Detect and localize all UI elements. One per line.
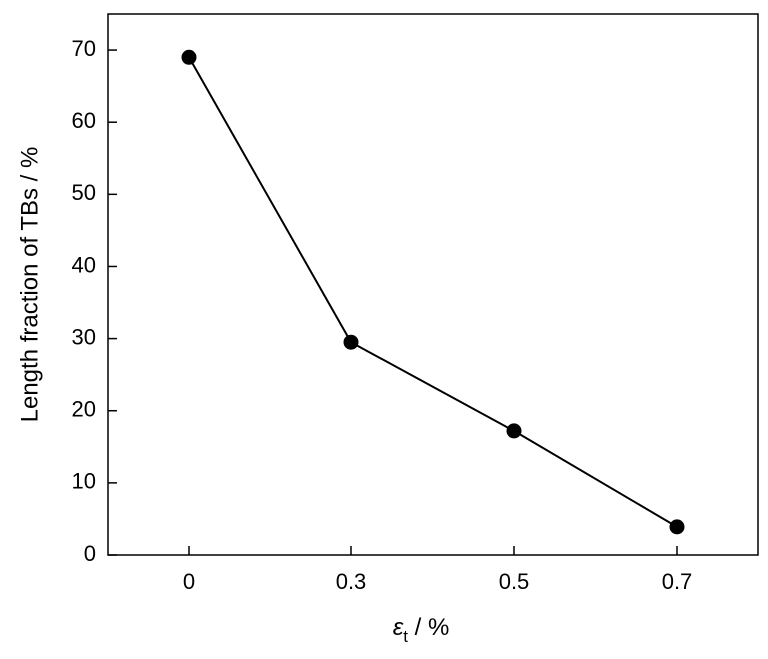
y-tick-label: 30 [72,324,96,349]
x-tick-label: 0.5 [499,569,530,594]
x-axis-symbol: ε [393,614,404,641]
x-tick-label: 0.3 [336,569,367,594]
x-tick-label: 0 [183,569,195,594]
x-axis: 0 0.3 0.5 0.7 [183,546,692,594]
y-axis: 0 10 20 30 40 50 60 70 [72,36,117,566]
plot-frame [107,13,759,556]
y-tick-label: 50 [72,180,96,205]
x-axis-subscript: t [403,627,408,646]
y-tick-label: 40 [72,252,96,277]
series-line [188,56,678,528]
y-axis-label: Length fraction of TBs / % [16,147,43,423]
data-point [669,519,685,535]
y-tick-label: 20 [72,397,96,422]
y-tick-label: 60 [72,108,96,133]
y-tick-label: 70 [72,36,96,61]
data-point [506,423,522,439]
x-axis-label: εt / % [393,614,450,646]
data-point [181,49,197,65]
x-axis-unit: / % [408,614,449,641]
y-tick-label: 10 [72,469,96,494]
series-layer [181,49,685,535]
x-tick-label: 0.7 [662,569,693,594]
y-tick-label: 0 [84,541,96,566]
data-point [343,334,359,350]
